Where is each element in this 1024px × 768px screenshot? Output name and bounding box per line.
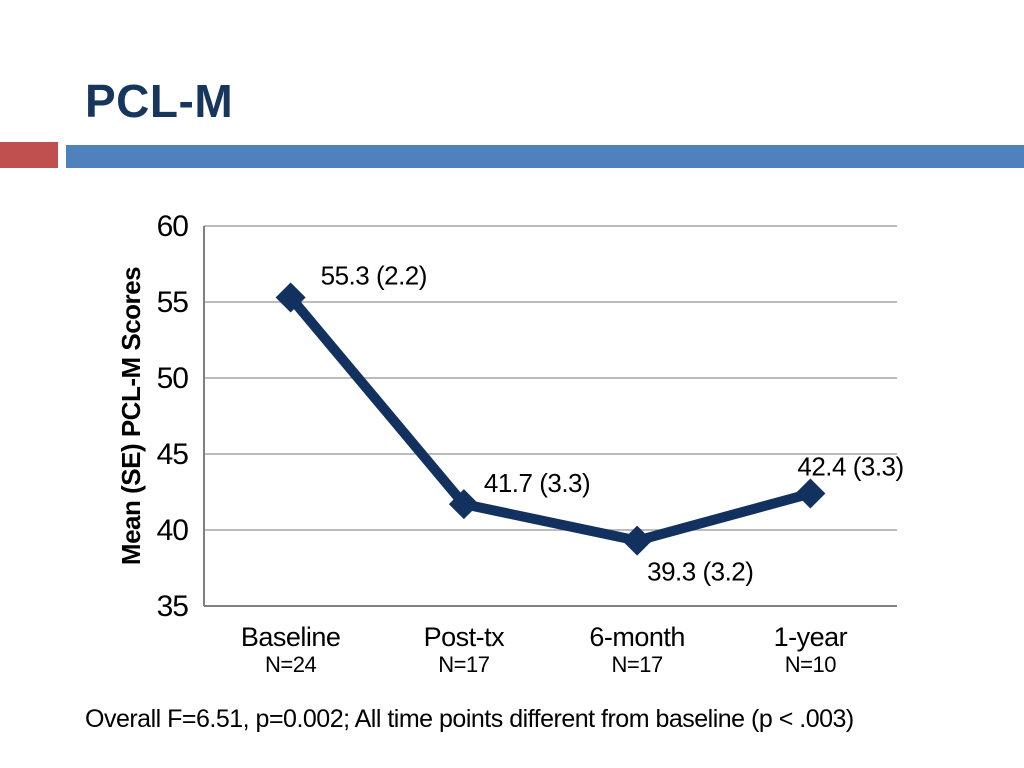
data-point-marker: [795, 478, 826, 509]
x-category-sublabel: N=17: [438, 652, 489, 677]
data-point-label: 55.3 (2.2): [321, 260, 427, 290]
y-tick-label: 55: [157, 286, 189, 319]
data-point-marker: [622, 525, 653, 556]
data-point-marker: [448, 489, 479, 520]
data-point-label: 41.7 (3.3): [484, 468, 590, 498]
x-category-sublabel: N=10: [785, 652, 836, 677]
y-axis-title: Mean (SE) PCL-M Scores: [116, 267, 146, 565]
accent-bar-blue: [66, 145, 1024, 168]
slide-title: PCL-M: [85, 75, 234, 127]
y-tick-label: 35: [157, 590, 189, 623]
accent-bar-red: [0, 142, 58, 168]
x-category-label: 6-month: [589, 622, 685, 652]
y-tick-label: 40: [157, 514, 189, 547]
x-category-label: Baseline: [241, 622, 341, 652]
y-tick-label: 50: [157, 362, 189, 395]
x-category-label: Post-tx: [424, 622, 506, 652]
y-tick-label: 60: [157, 210, 189, 243]
x-category-sublabel: N=24: [265, 652, 316, 677]
x-category-label: 1-year: [774, 622, 848, 652]
data-point-label: 42.4 (3.3): [797, 452, 903, 482]
footnote: Overall F=6.51, p=0.002; All time points…: [85, 705, 854, 733]
data-point-label: 39.3 (3.2): [647, 557, 753, 587]
data-point-marker: [275, 282, 306, 313]
y-tick-label: 45: [157, 438, 189, 471]
series-line: [285, 292, 816, 546]
x-category-sublabel: N=17: [612, 652, 663, 677]
